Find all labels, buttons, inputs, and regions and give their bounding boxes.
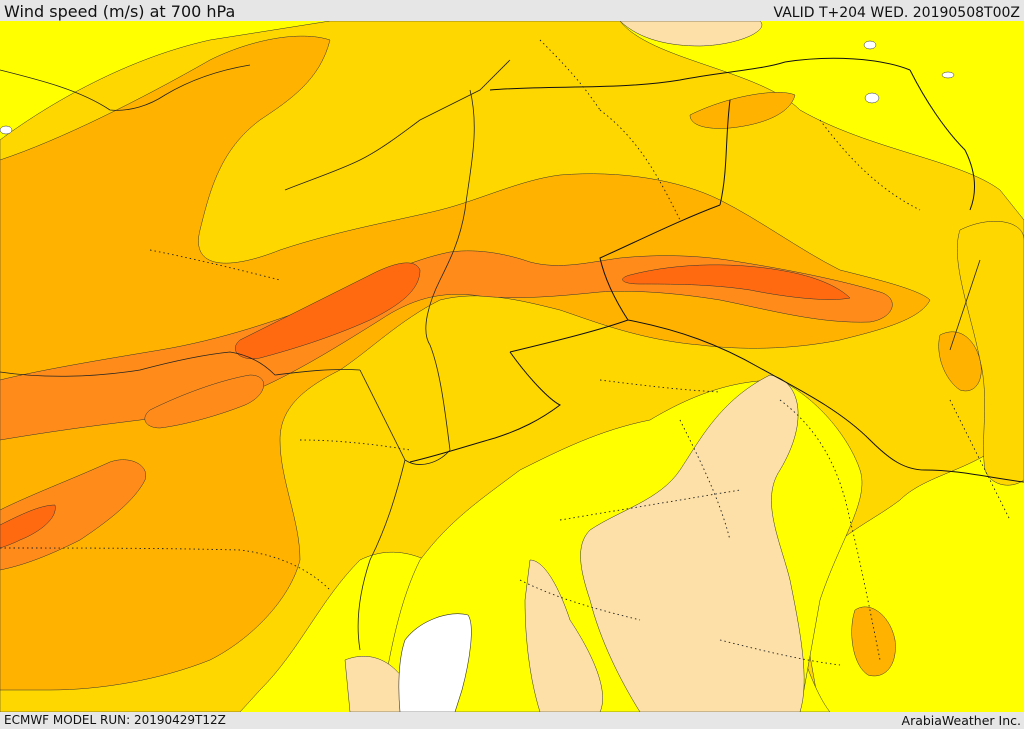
credit-label: ArabiaWeather Inc. bbox=[901, 713, 1021, 728]
valid-time: VALID T+204 WED. 20190508T00Z bbox=[773, 5, 1020, 21]
contour-orange-southwest bbox=[0, 459, 146, 571]
contour-amber-oman bbox=[851, 606, 896, 677]
country-borders bbox=[409, 57, 1024, 483]
contour-amber-iran bbox=[938, 331, 982, 392]
header-bar: Wind speed (m/s) at 700 hPa VALID T+204 … bbox=[0, 0, 1024, 21]
wind-speed-map[interactable] bbox=[0, 21, 1024, 712]
footer-bar: ECMWF MODEL RUN: 20190429T12Z ArabiaWeat… bbox=[0, 712, 1024, 729]
lake-1 bbox=[0, 125, 13, 135]
model-run: ECMWF MODEL RUN: 20190429T12Z bbox=[4, 713, 226, 727]
lake-2 bbox=[863, 40, 877, 50]
map-title: Wind speed (m/s) at 700 hPa bbox=[4, 2, 236, 21]
contour-amber-west bbox=[0, 35, 931, 691]
contour-orange-cyprus bbox=[144, 374, 264, 429]
contour-peach-arabia bbox=[580, 374, 805, 712]
red-sea bbox=[398, 613, 472, 712]
contour-deep-orange-core bbox=[235, 262, 421, 360]
contour-peach-hijaz bbox=[524, 559, 603, 712]
contour-amber-northeast bbox=[689, 92, 796, 129]
contour-peach-caucasus bbox=[619, 21, 763, 47]
province-borders bbox=[0, 39, 1011, 666]
contour-deep-orange-sw bbox=[0, 504, 56, 549]
contour-gold-east bbox=[957, 221, 1024, 486]
lake-3 bbox=[941, 71, 955, 79]
lake-4 bbox=[864, 92, 880, 104]
coastlines bbox=[0, 59, 981, 651]
contour-deep-orange-east bbox=[622, 264, 851, 300]
